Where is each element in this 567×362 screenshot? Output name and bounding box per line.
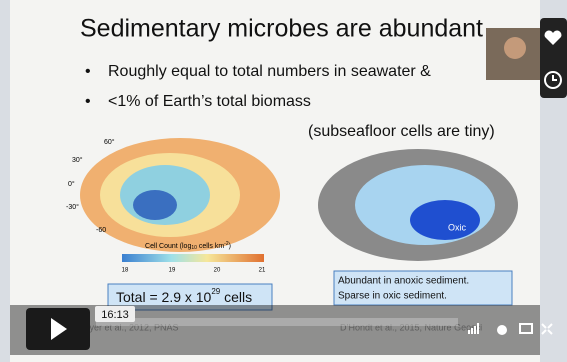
lat-label: 30° (72, 156, 83, 164)
page: Sedimentary microbes are abundant • Roug… (0, 0, 567, 362)
colorbar-tick: 20 (214, 268, 221, 274)
player: Sedimentary microbes are abundant • Roug… (0, 0, 567, 362)
region-label: Oxic (448, 222, 467, 232)
progress-bar[interactable] (96, 318, 458, 326)
lat-label: 60° (104, 138, 115, 146)
side-buttons (540, 18, 567, 98)
lat-label: -60 (96, 227, 106, 234)
bullet-dot: • (85, 93, 91, 110)
colorbar-tick: 21 (259, 268, 266, 274)
bullet-dot: • (85, 63, 91, 80)
lat-label: 0° (68, 180, 75, 188)
bullet: <1% of Earth’s total biomass (108, 93, 311, 110)
map-right-oxic (410, 200, 480, 240)
caption: Sparse in oxic sediment. (338, 291, 447, 302)
settings-icon[interactable] (497, 325, 507, 335)
colorbar-tick: 19 (169, 268, 176, 274)
lat-label: -30° (66, 203, 79, 211)
colorbar-tick: 18 (122, 268, 129, 274)
caption: Abundant in anoxic sediment. (338, 276, 469, 287)
note: (subseafloor cells are tiny) (308, 123, 495, 140)
slide-title: Sedimentary microbes are abundant (80, 15, 483, 43)
colorbar (122, 254, 264, 262)
colorbar-label: Cell Count (log10 cells km-2) (145, 241, 231, 251)
webcam-face (504, 37, 526, 59)
map-left-low (133, 190, 177, 220)
bullet: Roughly equal to total numbers in seawat… (108, 63, 431, 80)
time: 16:13 (101, 309, 129, 321)
total-text: Total = 2.9 x 1029 cells (116, 287, 252, 305)
